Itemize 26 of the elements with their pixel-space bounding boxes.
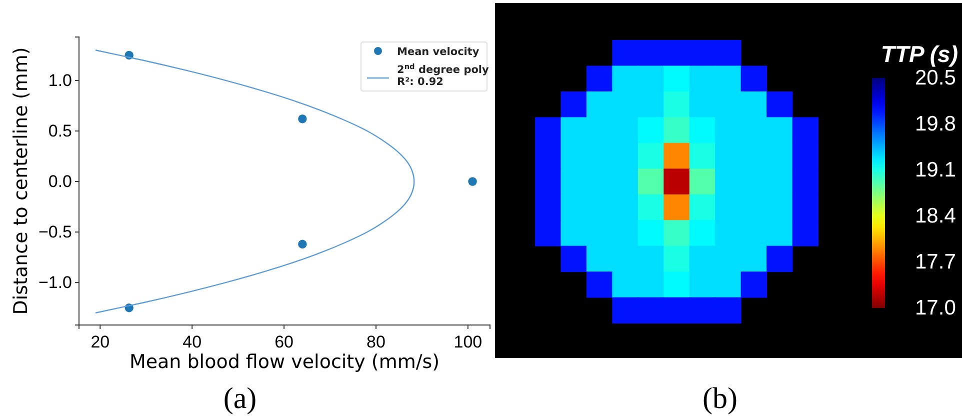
x-tick-label: 20: [90, 332, 110, 352]
x-tick-label: 80: [366, 332, 386, 352]
color-bar-label: 17.0: [915, 296, 956, 320]
y-tick-label: 1.0: [48, 70, 72, 90]
point: [298, 114, 307, 124]
text: (b): [702, 382, 738, 415]
text: (a): [223, 382, 257, 415]
x-tick-label: 40: [182, 332, 202, 352]
y-tick-label: 0.5: [48, 121, 72, 140]
point: [298, 240, 307, 249]
color-bar-label: 19.8: [915, 112, 956, 136]
x-axis-title: Mean blood flow velocity (mm/s): [129, 351, 440, 373]
color-bar-title: TTP (s): [880, 41, 958, 67]
color-bar-label: 20.5: [915, 66, 956, 90]
x-tick-label: 100: [454, 332, 482, 352]
color-bar-label: 19.1: [915, 158, 956, 182]
legend-label: Mean velocity: [397, 46, 480, 58]
x-tick-label: 60: [274, 332, 294, 352]
y-tick-label: 0.0: [48, 172, 72, 191]
y-axis-title: Distance to centerline (mm): [10, 47, 32, 315]
y-tick-label: −0.5: [38, 222, 72, 242]
y-tick-label: −1.0: [38, 273, 72, 292]
color-bar-label: 17.7: [915, 250, 956, 274]
point: [468, 177, 477, 186]
color-bar-label: 18.4: [915, 204, 956, 228]
legend-label: 2$^{nd}$ degree poly R²: 0.92: [397, 62, 490, 88]
